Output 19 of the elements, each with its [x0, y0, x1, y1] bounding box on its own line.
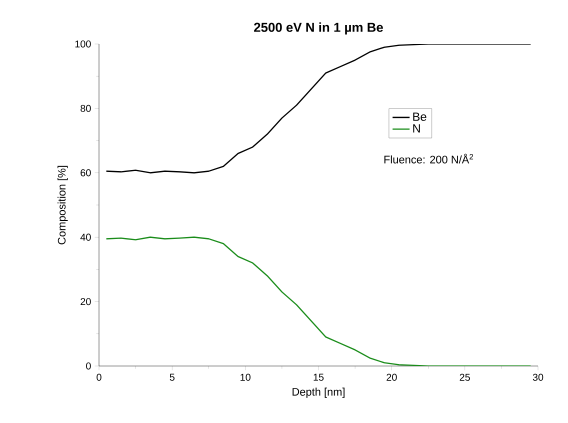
- x-tick-label: 20: [386, 374, 397, 381]
- legend-label: N: [413, 124, 420, 133]
- x-tick-label: 30: [532, 374, 544, 381]
- x-tick-label: 15: [314, 374, 324, 381]
- legend-label: Be: [413, 112, 426, 121]
- y-tick-label: 20: [80, 298, 91, 306]
- x-tick-label: 5: [170, 374, 175, 381]
- y-axis-title: Composition [%]: [58, 166, 68, 244]
- y-tick-label: 80: [80, 104, 91, 112]
- x-tick-label: 0: [96, 374, 102, 381]
- y-tick-label: 100: [75, 40, 91, 48]
- chart-title: 2500 eV N in 1 µm Be: [254, 22, 383, 34]
- x-tick-label: 10: [240, 374, 250, 381]
- x-axis-title: Depth [nm]: [292, 388, 345, 398]
- y-tick-label: 0: [86, 362, 91, 370]
- annotation: Fluence: 200 N/Å$^{2}$: [384, 154, 474, 164]
- y-tick-label: 40: [80, 234, 91, 241]
- x-tick-label: 25: [460, 374, 470, 381]
- y-tick-label: 60: [80, 169, 91, 176]
